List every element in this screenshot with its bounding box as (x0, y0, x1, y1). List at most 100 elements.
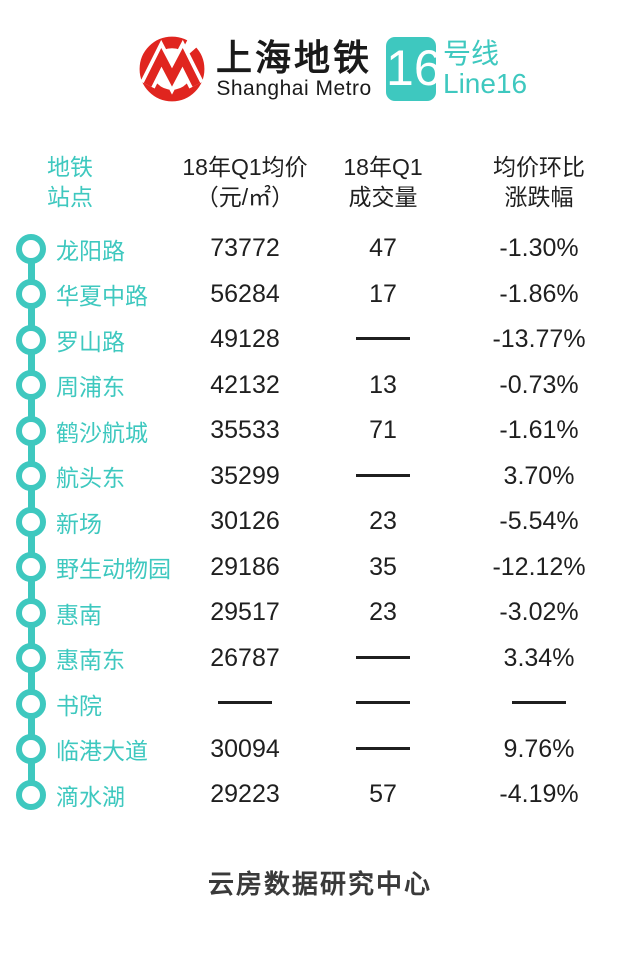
station-name: 惠南东 (56, 647, 125, 674)
metro-line-marker (16, 681, 46, 727)
station-name: 罗山路 (56, 328, 125, 355)
volume-value: 13 (369, 370, 397, 399)
header-change: 均价环比 涨跌幅 (448, 152, 630, 212)
station-name: 华夏中路 (56, 283, 148, 310)
metro-line-marker (16, 453, 46, 499)
station-name: 周浦东 (56, 374, 125, 401)
station-dot-icon (16, 552, 46, 583)
table-header: 地铁 站点 18年Q1均价 （元/㎡） 18年Q1 成交量 均价环比 涨跌幅 (0, 146, 640, 218)
table-row: 新场 30126 23 -5.54% (0, 499, 640, 545)
metro-line-marker (16, 499, 46, 545)
no-data-dash (356, 701, 410, 705)
brand-title-zh: 上海地铁 (216, 37, 373, 79)
change-value: -5.54% (499, 507, 579, 536)
price-value: 30126 (210, 507, 280, 536)
station-cell: 鹤沙航城 (0, 408, 172, 454)
station-dot-icon (16, 734, 46, 765)
header-change-line1: 均价环比 (493, 154, 585, 180)
station-cell: 周浦东 (0, 362, 172, 408)
station-cell: 惠南东 (0, 635, 172, 681)
station-cell: 罗山路 (0, 317, 172, 363)
no-data-dash (356, 337, 410, 341)
station-dot-icon (16, 506, 46, 537)
station-dot-icon (16, 370, 46, 401)
station-name: 惠南 (56, 601, 102, 628)
volume-value: 35 (369, 552, 397, 581)
change-value: -4.19% (499, 780, 579, 809)
volume-value: 71 (369, 416, 397, 445)
station-cell: 惠南 (0, 590, 172, 636)
station-name: 新场 (56, 510, 102, 537)
footer-source: 云房数据研究中心 (207, 869, 432, 899)
volume-value (318, 462, 448, 491)
no-data-dash (218, 701, 272, 705)
line-labels: 号线 Line16 (443, 38, 528, 99)
change-value: 3.70% (503, 461, 575, 490)
station-dot-icon (16, 233, 46, 264)
price-value: 29223 (210, 780, 280, 809)
station-cell: 临港大道 (0, 726, 172, 772)
price-value (172, 689, 318, 718)
table-row: 华夏中路 56284 17 -1.86% (0, 271, 640, 317)
station-cell: 滴水湖 (0, 772, 172, 818)
volume-value: 23 (369, 507, 397, 536)
station-dot-icon (16, 324, 46, 355)
change-value: -12.12% (492, 552, 586, 581)
station-name: 临港大道 (56, 738, 148, 765)
price-value: 35533 (210, 416, 280, 445)
volume-value (318, 325, 448, 354)
metro-line-marker (16, 635, 46, 681)
metro-line-marker (16, 362, 46, 408)
header-price-line1: 18年Q1均价 (182, 154, 308, 180)
volume-value: 23 (369, 598, 397, 627)
metro-line-marker (16, 590, 46, 636)
header-volume-line1: 18年Q1 (343, 154, 423, 180)
line-number-badge: 16 (386, 37, 442, 101)
station-cell: 华夏中路 (0, 271, 172, 317)
station-cell: 新场 (0, 499, 172, 545)
station-name: 野生动物园 (56, 556, 171, 583)
station-name: 龙阳路 (56, 237, 125, 264)
change-value: -1.61% (499, 416, 579, 445)
header-volume: 18年Q1 成交量 (318, 152, 448, 212)
header-station-line1: 地铁 (47, 154, 93, 180)
brand-text: 上海地铁 Shanghai Metro (216, 38, 372, 100)
volume-value (318, 689, 448, 718)
station-cell: 航头东 (0, 453, 172, 499)
price-value: 29186 (210, 552, 280, 581)
station-dot-icon (16, 643, 46, 674)
line-label-en: Line16 (443, 68, 528, 99)
header-price-line2: （元/㎡） (195, 184, 295, 210)
price-value: 56284 (210, 279, 280, 308)
change-value: -13.77% (492, 325, 586, 354)
change-value: -1.86% (499, 279, 579, 308)
price-value: 35299 (210, 461, 280, 490)
brand-header: 上海地铁 Shanghai Metro 16 号线 Line16 (138, 34, 640, 104)
header-change-line2: 涨跌幅 (504, 184, 574, 210)
table-row: 书院 (0, 681, 640, 727)
table-row: 惠南 29517 23 -3.02% (0, 590, 640, 636)
station-dot-icon (16, 461, 46, 492)
price-value: 49128 (210, 325, 280, 354)
table-row: 周浦东 42132 13 -0.73% (0, 362, 640, 408)
station-name: 航头东 (56, 465, 125, 492)
table-row: 滴水湖 29223 57 -4.19% (0, 772, 640, 818)
metro-line-marker (16, 408, 46, 454)
header-station: 地铁 站点 (0, 152, 172, 212)
volume-value: 17 (369, 279, 397, 308)
metro-line-marker (16, 271, 46, 317)
table-row: 航头东 35299 3.70% (0, 453, 640, 499)
volume-value: 47 (369, 234, 397, 263)
table-row: 野生动物园 29186 35 -12.12% (0, 544, 640, 590)
change-value: -3.02% (499, 598, 579, 627)
price-value: 30094 (210, 734, 280, 763)
metro-line-marker (16, 226, 46, 272)
station-dot-icon (16, 415, 46, 446)
no-data-dash (512, 701, 566, 705)
table-row: 龙阳路 73772 47 -1.30% (0, 226, 640, 272)
change-value: -0.73% (499, 370, 579, 399)
price-value: 42132 (210, 370, 280, 399)
change-value: 3.34% (503, 643, 575, 672)
brand-title-en: Shanghai Metro (216, 76, 372, 100)
station-name: 书院 (56, 692, 102, 719)
